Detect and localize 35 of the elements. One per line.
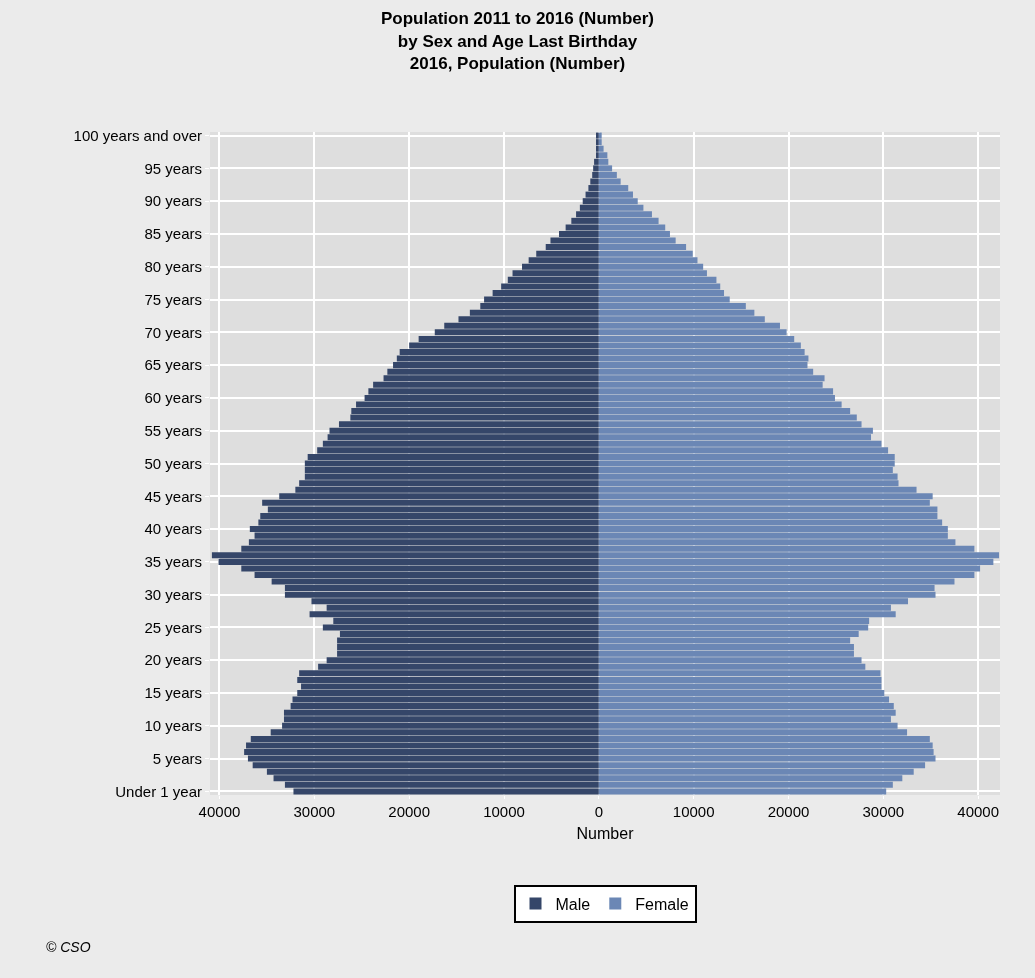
chart-title: Population 2011 to 2016 (Number) by Sex and Age Last Birthday 2016, Population (Number) (380, 9, 655, 73)
x-tick-label: 40000 (198, 803, 241, 820)
legend-label: Female (635, 895, 689, 913)
x-tick-label: 30000 (293, 803, 336, 820)
y-tick-label: 20 years (144, 651, 202, 669)
x-tick-label: 10000 (483, 803, 525, 820)
y-tick-label: 80 years (144, 258, 202, 276)
text: © CSO (46, 939, 91, 955)
y-tick-label: 50 years (144, 454, 202, 472)
y-tick-label: 30 years (144, 585, 202, 603)
y-tick-label: 35 years (144, 553, 202, 571)
y-tick-label: 10 years (144, 717, 202, 735)
y-tick-label: 75 years (144, 290, 202, 308)
y-tick-label: 90 years (144, 192, 202, 210)
y-tick-label: 70 years (144, 323, 202, 341)
y-tick-label: 5 years (152, 749, 202, 767)
y-tick-label: 15 years (144, 684, 202, 702)
y-tick-label: 85 years (144, 225, 202, 243)
y-tick-label: 100 years and over (73, 126, 202, 144)
legend-label: Male (555, 895, 591, 913)
y-tick-label: 95 years (144, 159, 202, 177)
y-tick-label: 65 years (144, 356, 202, 374)
y-tick-label: 55 years (144, 421, 202, 439)
x-tick-label: 30000 (862, 803, 905, 820)
x-tick-label: 0 (594, 803, 604, 820)
x-tick-label: 10000 (672, 803, 715, 820)
y-tick-label: 45 years (144, 487, 202, 505)
y-tick-label: 25 years (144, 618, 202, 636)
y-tick-label: Under 1 year (115, 782, 202, 800)
x-axis-title: Number (576, 824, 635, 842)
x-tick-label: 40000 (957, 803, 1000, 820)
x-tick-label: 20000 (388, 803, 431, 820)
y-tick-label: 40 years (144, 520, 202, 538)
x-tick-label: 20000 (767, 803, 810, 820)
y-tick-label: 60 years (144, 389, 202, 407)
